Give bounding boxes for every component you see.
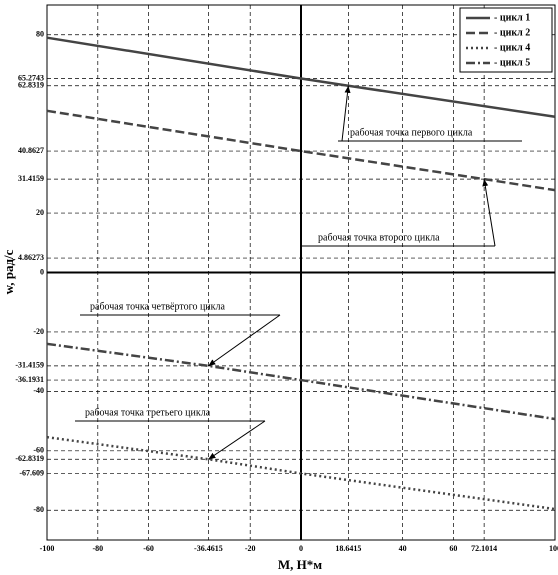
x-tick-label: -60 — [143, 544, 154, 553]
series-line — [46, 435, 556, 511]
y-tick-label: 20 — [36, 208, 44, 217]
x-tick-label: 72.1014 — [471, 544, 497, 553]
annotation: рабочая точка второго цикла — [318, 232, 440, 243]
y-tick-label: 65.2743 — [18, 73, 44, 82]
y-tick-label: 40.8627 — [18, 146, 44, 155]
y-tick-label: -40 — [33, 386, 44, 395]
annotation-arrow — [208, 314, 281, 367]
x-axis-label: M, Н*м — [278, 557, 322, 572]
y-tick-label: 0 — [40, 267, 44, 276]
x-tick-label: -100 — [40, 544, 55, 553]
series-line — [46, 36, 556, 118]
y-tick-label: 62.8319 — [18, 81, 44, 90]
y-tick-label: -60 — [33, 446, 44, 455]
y-tick-label: 4.86273 — [18, 253, 44, 262]
legend-label: - цикл 4 — [494, 42, 530, 53]
x-tick-label: 18.6415 — [335, 544, 361, 553]
x-tick-label: 40 — [399, 544, 407, 553]
annotation-arrow — [341, 85, 351, 142]
x-tick-label: -80 — [92, 544, 103, 553]
y-tick-label: -80 — [33, 505, 44, 514]
legend-label: - цикл 1 — [494, 12, 530, 23]
x-tick-label: -36.4615 — [194, 544, 223, 553]
x-tick-label: -20 — [245, 544, 256, 553]
y-tick-label: -67.609 — [19, 468, 44, 477]
y-tick-label: -31.4159 — [15, 361, 44, 370]
annotation: рабочая точка четвёртого цикла — [90, 301, 225, 312]
y-tick-label: -36.1931 — [15, 375, 44, 384]
annotation: рабочая точка первого цикла — [350, 127, 473, 138]
x-tick-label: 100 — [549, 544, 558, 553]
series-line — [46, 342, 556, 421]
annotation: рабочая точка третьего цикла — [85, 407, 211, 418]
y-tick-label: -62.8319 — [15, 454, 44, 463]
x-tick-label: 60 — [449, 544, 457, 553]
x-tick-label: 0 — [299, 544, 303, 553]
y-tick-label: 80 — [36, 30, 44, 39]
annotation-arrow — [482, 179, 496, 247]
y-tick-label: 31.4159 — [18, 174, 44, 183]
annotation-arrow — [208, 420, 266, 460]
y-axis-label: w, рад/с — [1, 249, 16, 294]
legend-label: - цикл 5 — [494, 57, 530, 68]
legend-label: - цикл 2 — [494, 27, 530, 38]
y-tick-label: -20 — [33, 327, 44, 336]
